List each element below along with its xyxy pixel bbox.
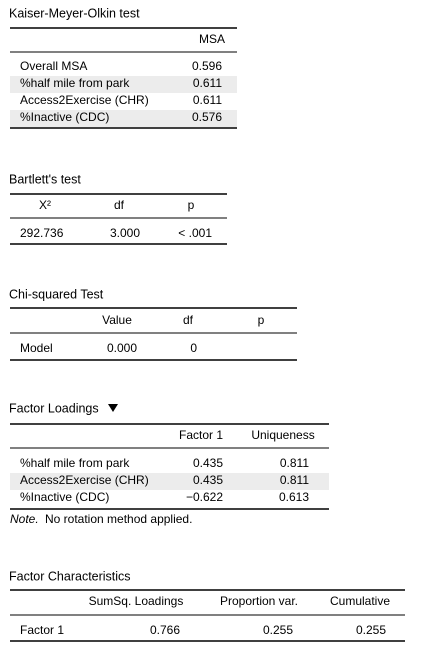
column-header: Value bbox=[102, 313, 132, 327]
cell: 0.811 bbox=[280, 473, 309, 487]
cell: %Inactive (CDC) bbox=[20, 110, 109, 124]
cell: < .001 bbox=[178, 226, 212, 240]
cell: %Inactive (CDC) bbox=[20, 490, 109, 504]
table-title: Kaiser-Meyer-Olkin test bbox=[9, 6, 140, 20]
column-header: Cumulative bbox=[330, 594, 390, 608]
cell: 0.611 bbox=[193, 93, 222, 107]
column-header: df bbox=[114, 198, 125, 212]
column-header: Factor 1 bbox=[179, 428, 223, 442]
column-header: df bbox=[183, 313, 194, 327]
table-title: Bartlett's test bbox=[9, 172, 81, 186]
cell: 0.000 bbox=[107, 341, 137, 355]
cell: 0.613 bbox=[279, 490, 309, 504]
cell: %half mile from park bbox=[20, 76, 130, 90]
cell: Access2Exercise (CHR) bbox=[20, 93, 149, 107]
column-header: p bbox=[258, 313, 265, 327]
cell: %half mile from park bbox=[20, 456, 130, 470]
column-header: SumSq. Loadings bbox=[89, 594, 184, 608]
cell: 0.255 bbox=[356, 623, 386, 637]
cell: 0.576 bbox=[192, 110, 222, 124]
column-header: Uniqueness bbox=[251, 428, 314, 442]
cell: 0 bbox=[190, 341, 197, 355]
cell: 0.611 bbox=[193, 76, 222, 90]
note: No rotation method applied. bbox=[45, 512, 192, 526]
cell: 0.435 bbox=[193, 456, 223, 470]
column-header: p bbox=[188, 198, 195, 212]
row-shade bbox=[10, 76, 237, 93]
cell: 0.435 bbox=[193, 473, 223, 487]
table-title: Chi-squared Test bbox=[9, 287, 104, 301]
cell: Overall MSA bbox=[20, 59, 87, 73]
cell: 0.811 bbox=[280, 456, 309, 470]
note-label: Note. bbox=[10, 512, 39, 526]
cell: 0.766 bbox=[150, 623, 180, 637]
cell: Factor 1 bbox=[20, 623, 64, 637]
column-header: Proportion var. bbox=[220, 594, 298, 608]
cell: 0.255 bbox=[263, 623, 293, 637]
row-shade bbox=[10, 110, 237, 127]
cell: 0.596 bbox=[192, 59, 222, 73]
cell: 3.000 bbox=[110, 226, 140, 240]
row-shade bbox=[10, 473, 329, 490]
table-title: Factor Loadings bbox=[9, 401, 99, 415]
table-title: Factor Characteristics bbox=[9, 569, 131, 583]
cell: Access2Exercise (CHR) bbox=[20, 473, 149, 487]
collapse-toggle[interactable] bbox=[108, 404, 118, 412]
column-header: Χ² bbox=[39, 198, 51, 212]
cell: −0.622 bbox=[186, 490, 223, 504]
cell: 292.736 bbox=[20, 226, 64, 240]
cell: Model bbox=[20, 341, 53, 355]
column-header: MSA bbox=[199, 32, 225, 46]
